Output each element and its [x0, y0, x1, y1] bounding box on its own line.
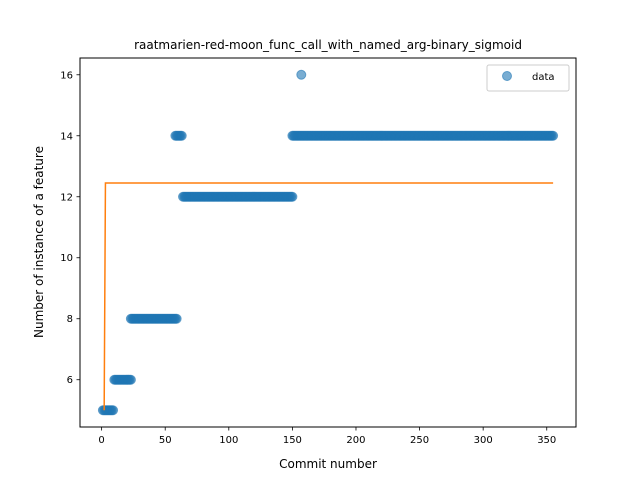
chart-title: raatmarien-red-moon_func_call_with_named…	[134, 38, 522, 52]
data-point	[176, 130, 187, 141]
y-tick-label: 16	[60, 70, 73, 81]
legend: data	[486, 64, 570, 92]
plot-area	[80, 58, 576, 427]
data-point	[287, 191, 298, 202]
x-tick-label: 150	[283, 435, 302, 446]
x-tick-label: 200	[346, 435, 365, 446]
x-axis-label: Commit number	[279, 457, 377, 471]
x-axis-ticks: 0 50 100 150 200 250 300 350	[98, 427, 556, 446]
legend-label-data: data	[532, 72, 555, 83]
legend-box	[486, 64, 570, 92]
x-tick-label: 100	[219, 435, 238, 446]
data-point-outlier	[296, 69, 307, 80]
y-tick-label: 14	[60, 131, 73, 142]
x-tick-label: 0	[98, 435, 104, 446]
data-point	[108, 405, 119, 416]
data-point	[548, 130, 559, 141]
y-axis-label: Number of instance of a feature	[32, 146, 46, 338]
x-tick-label: 350	[537, 435, 556, 446]
chart-marks	[97, 69, 559, 416]
x-tick-label: 250	[410, 435, 429, 446]
y-tick-label: 12	[60, 192, 73, 203]
legend-marker-data	[502, 71, 512, 81]
data-point	[171, 313, 182, 324]
x-tick-label: 300	[474, 435, 493, 446]
data-point	[125, 374, 136, 385]
y-axis-ticks: 6 8 10 12 14 16	[60, 70, 80, 386]
y-tick-label: 8	[67, 314, 73, 325]
y-tick-label: 10	[60, 253, 73, 264]
x-tick-label: 50	[159, 435, 172, 446]
fit-line-layer	[103, 182, 554, 411]
fit-line	[103, 182, 554, 411]
y-tick-label: 6	[67, 375, 73, 386]
plot-frame	[79, 57, 577, 428]
